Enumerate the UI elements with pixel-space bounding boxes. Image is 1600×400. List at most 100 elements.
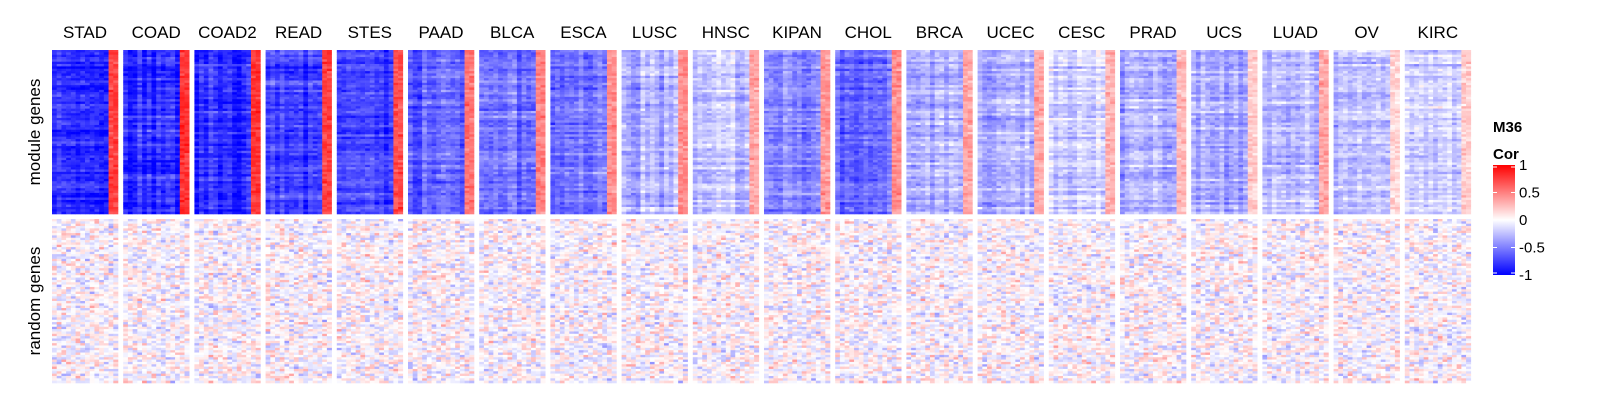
heatmap-cell	[66, 315, 71, 318]
heatmap-cell	[76, 238, 81, 241]
heatmap-cell	[161, 120, 166, 123]
heatmap-cell	[156, 200, 161, 203]
heatmap-cell	[66, 329, 71, 332]
heatmap-cell	[151, 292, 156, 295]
heatmap-cell	[175, 364, 180, 367]
heatmap-cell	[66, 85, 71, 88]
heatmap-cell	[94, 141, 99, 144]
heatmap-cell	[156, 174, 161, 177]
heatmap-cell	[94, 158, 99, 161]
heatmap-cell	[133, 198, 138, 201]
heatmap-cell	[71, 285, 76, 288]
heatmap-cell	[180, 52, 185, 55]
heatmap-cell	[71, 177, 76, 180]
heatmap-cell	[94, 320, 99, 323]
heatmap-cell	[61, 123, 66, 126]
heatmap-cell	[180, 228, 185, 231]
heatmap-cell	[85, 221, 90, 224]
heatmap-cell	[137, 85, 142, 88]
heatmap-cell	[52, 212, 57, 215]
heatmap-cell	[76, 78, 81, 81]
heatmap-cell	[85, 247, 90, 250]
heatmap-cell	[76, 362, 81, 365]
heatmap-cell	[99, 238, 104, 241]
heatmap-cell	[128, 346, 133, 349]
heatmap-cell	[109, 52, 114, 55]
heatmap-cell	[66, 202, 71, 205]
heatmap-cell	[170, 188, 175, 191]
heatmap-cell	[80, 184, 85, 187]
heatmap-cell	[147, 334, 152, 337]
heatmap-cell	[80, 132, 85, 135]
heatmap-cell	[142, 233, 147, 236]
heatmap-cell	[61, 221, 66, 224]
heatmap-cell	[109, 123, 114, 126]
heatmap-cell	[166, 55, 171, 58]
heatmap-cell	[123, 336, 128, 339]
heatmap-cell	[99, 50, 104, 53]
heatmap-cell	[109, 336, 114, 339]
heatmap-cell	[80, 353, 85, 356]
heatmap-cell	[52, 350, 57, 353]
heatmap-cell	[71, 329, 76, 332]
heatmap-cell	[142, 212, 147, 215]
heatmap-cell	[123, 212, 128, 215]
heatmap-cell	[76, 308, 81, 311]
heatmap-cell	[113, 357, 118, 360]
heatmap-cell	[170, 341, 175, 344]
heatmap-cell	[184, 118, 189, 121]
heatmap-cell	[52, 245, 57, 248]
heatmap-cell	[147, 153, 152, 156]
heatmap-cell	[57, 57, 62, 60]
heatmap-cell	[137, 57, 142, 60]
heatmap-cell	[57, 144, 62, 147]
heatmap-cell	[161, 50, 166, 53]
heatmap-cell	[137, 144, 142, 147]
heatmap-cell	[142, 151, 147, 154]
heatmap-cell	[109, 306, 114, 309]
heatmap-cell	[71, 242, 76, 245]
heatmap-cell	[71, 146, 76, 149]
heatmap-cell	[80, 346, 85, 349]
heatmap-cell	[104, 113, 109, 116]
heatmap-cell	[71, 90, 76, 93]
heatmap-cell	[80, 174, 85, 177]
heatmap-cell	[113, 317, 118, 320]
heatmap-cell	[76, 80, 81, 83]
heatmap-cell	[147, 228, 152, 231]
heatmap-cell	[151, 160, 156, 163]
heatmap-cell	[61, 338, 66, 341]
heatmap-cell	[137, 106, 142, 109]
heatmap-cell	[99, 52, 104, 55]
heatmap-cell	[71, 134, 76, 137]
heatmap-cell	[123, 357, 128, 360]
heatmap-cell	[61, 329, 66, 332]
heatmap-cell	[175, 125, 180, 128]
heatmap-cell	[137, 313, 142, 316]
heatmap-cell	[52, 266, 57, 269]
heatmap-cell	[113, 134, 118, 137]
heatmap-cell	[166, 160, 171, 163]
heatmap-cell	[57, 85, 62, 88]
heatmap-cell	[137, 273, 142, 276]
heatmap-cell	[113, 146, 118, 149]
heatmap-cell	[184, 55, 189, 58]
heatmap-cell	[123, 221, 128, 224]
heatmap-cell	[147, 193, 152, 196]
heatmap-cell	[170, 245, 175, 248]
heatmap-cell	[109, 226, 114, 229]
heatmap-cell	[99, 313, 104, 316]
heatmap-cell	[128, 317, 133, 320]
heatmap-cell	[61, 144, 66, 147]
heatmap-cell	[57, 123, 62, 126]
heatmap-cell	[128, 336, 133, 339]
heatmap-cell	[80, 308, 85, 311]
heatmap-cell	[147, 282, 152, 285]
heatmap-cell	[180, 324, 185, 327]
heatmap-cell	[66, 252, 71, 255]
heatmap-cell	[85, 139, 90, 142]
heatmap-cell	[170, 134, 175, 137]
heatmap-cell	[147, 338, 152, 341]
heatmap-cell	[147, 162, 152, 165]
heatmap-cell	[156, 139, 161, 142]
